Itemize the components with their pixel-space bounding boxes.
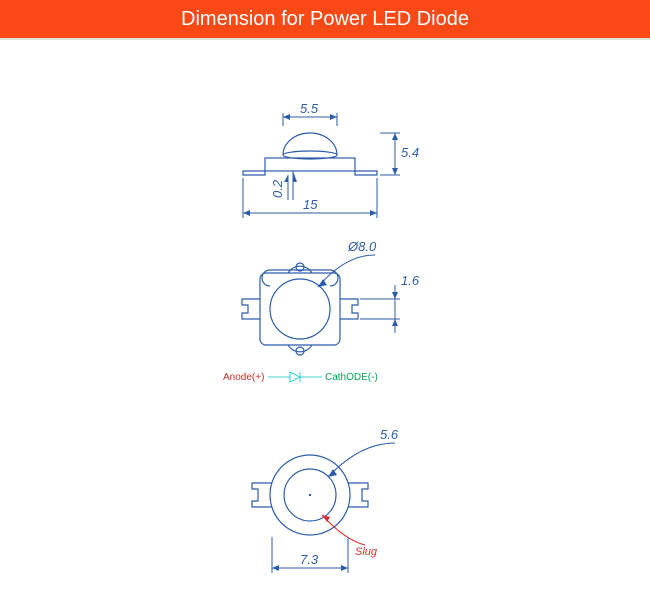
dim-width: 7.3 [300, 552, 319, 567]
side-view-diagram: 5.5 5.4 0.2 15 [205, 80, 445, 230]
anode-label: Anode(+) [223, 372, 264, 383]
page-title: Dimension for Power LED Diode [181, 8, 469, 31]
cathode-label: CathODE(-) [325, 372, 378, 383]
dim-height: 5.4 [401, 145, 419, 160]
header-bar: Dimension for Power LED Diode [0, 0, 650, 40]
diagram-content: 5.5 5.4 0.2 15 Ø8.0 1.6 Anode(+) CathODE… [0, 40, 650, 596]
dim-base-width: 15 [303, 197, 318, 212]
dim-inner-circle: 5.6 [380, 427, 399, 442]
dim-tab-thickness: 0.2 [270, 179, 285, 198]
slug-label: Slug [355, 546, 378, 558]
dim-circle-diameter: Ø8.0 [347, 239, 377, 254]
bottom-view-diagram: 5.6 Slug 7.3 [200, 425, 460, 600]
top-view-diagram: Ø8.0 1.6 Anode(+) CathODE(-) [190, 235, 470, 405]
dim-tab-height: 1.6 [401, 273, 420, 288]
dim-lens-diameter: 5.5 [300, 101, 319, 116]
